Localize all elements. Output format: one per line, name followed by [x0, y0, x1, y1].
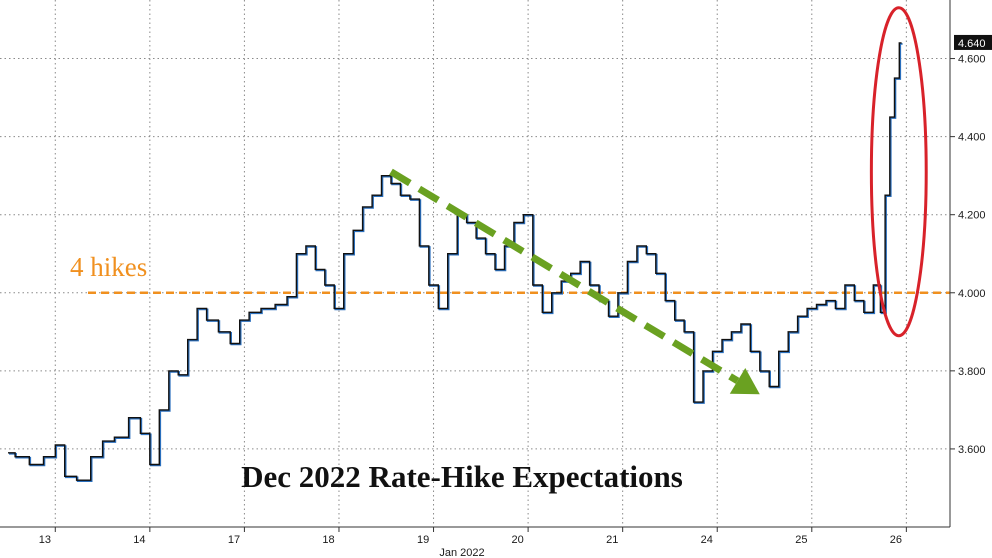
trend-arrow-head	[729, 368, 760, 395]
series-layer	[8, 42, 903, 482]
x-axis-label: Jan 2022	[439, 547, 484, 558]
last-value-label: 4.640	[958, 38, 986, 50]
x-tick-label: 17	[228, 534, 240, 546]
trend-arrow-shaft	[389, 168, 740, 384]
series-line	[8, 42, 902, 481]
series-line-accent	[9, 43, 903, 482]
highlight-ellipse	[869, 6, 928, 338]
x-tick-label: 26	[890, 534, 902, 546]
last-value-background	[954, 34, 992, 50]
x-tick-label: 24	[701, 534, 713, 546]
x-tick-label: 25	[795, 534, 807, 546]
y-tick-label: 4.600	[958, 54, 986, 66]
y-tick-label: 4.400	[958, 132, 986, 144]
chart-title: Dec 2022 Rate-Hike Expectations	[241, 459, 683, 494]
x-tick-label: 21	[606, 534, 618, 546]
x-tick-label: 13	[39, 534, 51, 546]
trend-arrow	[389, 168, 760, 395]
y-tick-label: 3.800	[958, 366, 986, 378]
y-tick-label: 3.600	[958, 444, 986, 456]
x-axis-ticks: 13 14 17 18 19 20 21 24 25 26	[39, 527, 907, 546]
last-value-box: 4.640	[954, 34, 992, 50]
y-tick-label: 4.200	[958, 210, 986, 222]
four-hikes-label: 4 hikes	[70, 252, 147, 282]
x-tick-label: 14	[133, 534, 145, 546]
y-axis-ticks: 3.600 3.800 4.000 4.200 4.400 4.600	[950, 54, 986, 456]
x-tick-label: 20	[512, 534, 524, 546]
y-tick-label: 4.000	[958, 288, 986, 300]
x-tick-label: 18	[322, 534, 334, 546]
x-tick-label: 19	[417, 534, 429, 546]
